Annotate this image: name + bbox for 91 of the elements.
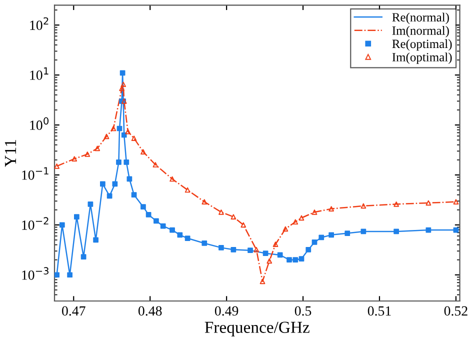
- point: [312, 209, 318, 215]
- point: [94, 146, 100, 152]
- point: [67, 272, 72, 278]
- x-tick-label: 0.49: [214, 306, 238, 316]
- point: [125, 128, 131, 134]
- point: [394, 228, 399, 234]
- point: [248, 248, 253, 254]
- point: [119, 86, 124, 92]
- point: [131, 136, 137, 142]
- point: [453, 227, 459, 233]
- point: [124, 160, 130, 165]
- y-tick-label: 10$^{0}$: [30, 117, 49, 130]
- point: [106, 193, 112, 199]
- point: [360, 203, 366, 209]
- point: [292, 257, 298, 263]
- x-tick-label: 0.47: [62, 306, 86, 316]
- point: [160, 223, 166, 229]
- point: [328, 232, 334, 238]
- point: [93, 237, 98, 243]
- point: [100, 181, 106, 187]
- point: [312, 240, 318, 245]
- point: [116, 160, 122, 165]
- y-tick-label: 10$^{2}$: [30, 17, 48, 30]
- y-tick-label: 10$^{−2}$: [22, 217, 48, 230]
- point: [202, 199, 208, 204]
- legend-label: Re(normal): [392, 12, 449, 24]
- point: [272, 242, 278, 247]
- point: [266, 258, 272, 264]
- point: [177, 232, 183, 238]
- legend-label: Im(normal): [392, 26, 449, 38]
- point: [360, 228, 366, 234]
- point: [140, 149, 146, 155]
- point: [140, 204, 146, 210]
- point: [54, 163, 60, 169]
- point: [292, 219, 298, 225]
- point: [262, 250, 268, 256]
- point: [184, 187, 190, 193]
- point: [116, 126, 122, 132]
- point: [240, 222, 246, 228]
- legend-label: Im(optimal): [392, 52, 452, 64]
- x-tick-label: 0.5: [294, 306, 312, 316]
- point: [54, 272, 60, 278]
- point: [120, 70, 126, 76]
- point: [112, 181, 118, 187]
- point: [84, 152, 90, 157]
- point: [104, 134, 110, 140]
- point: [298, 256, 304, 262]
- point: [184, 236, 190, 241]
- x-tick-label: 0.51: [368, 306, 391, 316]
- point: [170, 227, 175, 233]
- point: [152, 162, 158, 168]
- point: [202, 240, 208, 246]
- point: [453, 199, 459, 204]
- point: [110, 126, 116, 132]
- point: [59, 222, 65, 228]
- point: [72, 156, 78, 162]
- point: [230, 246, 236, 252]
- point: [277, 252, 283, 258]
- y-tick-label: 10$^{1}$: [30, 67, 48, 80]
- legend-label: Re(optimal): [392, 39, 452, 51]
- point: [74, 214, 80, 220]
- point: [260, 278, 266, 284]
- point: [282, 226, 288, 232]
- point: [254, 246, 260, 252]
- point: [394, 201, 399, 207]
- y-tick-label: 10$^{−1}$: [22, 167, 48, 180]
- point: [218, 245, 224, 250]
- point: [126, 176, 132, 182]
- point: [230, 214, 236, 220]
- point: [218, 209, 224, 215]
- point: [88, 201, 94, 207]
- point: [146, 212, 152, 218]
- point: [344, 230, 350, 236]
- point: [80, 254, 86, 260]
- y-axis-title: Y11: [4, 140, 16, 167]
- point: [154, 218, 159, 224]
- point: [426, 227, 432, 233]
- point: [426, 200, 432, 206]
- point: [286, 257, 292, 263]
- y-tick-label: 10$^{−3}$: [22, 267, 48, 280]
- point: [121, 132, 127, 138]
- point: [131, 192, 137, 198]
- x-axis-title: Frequence/GHz: [204, 322, 310, 336]
- point: [318, 234, 324, 240]
- point: [298, 215, 304, 221]
- point: [120, 82, 126, 88]
- point: [306, 246, 312, 252]
- x-tick-label: 0.48: [138, 306, 162, 316]
- x-tick-label: 0.52: [444, 306, 468, 316]
- point: [328, 206, 334, 212]
- point: [170, 176, 175, 182]
